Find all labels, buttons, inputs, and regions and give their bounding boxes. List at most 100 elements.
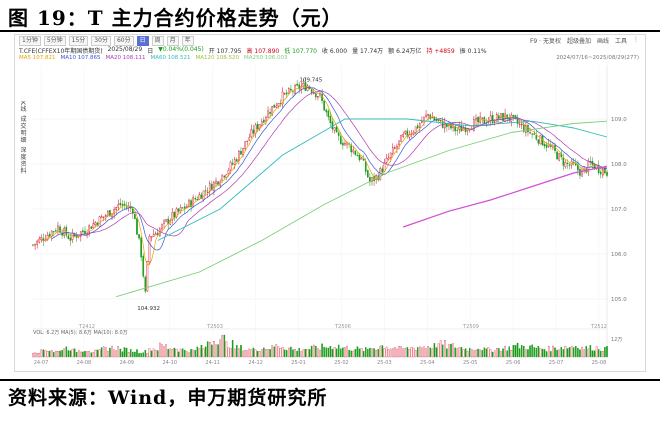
volume-bar: [595, 346, 598, 358]
period-tab-5[interactable]: 日: [136, 36, 149, 46]
volume-bar: [225, 341, 228, 358]
period-tab-4[interactable]: 60分: [113, 36, 134, 46]
volume-bar: [215, 344, 217, 358]
volume-bar: [446, 348, 448, 358]
period-tab-0[interactable]: 1分钟: [19, 36, 41, 46]
ma250-line: [403, 165, 608, 228]
volume-bar: [148, 348, 151, 358]
candle-body: [281, 91, 284, 105]
volume-bar: [229, 348, 232, 358]
volume-bar: [506, 350, 508, 358]
period-tab-8[interactable]: 年: [181, 36, 194, 46]
candle-body: [327, 110, 330, 118]
candle-body: [213, 182, 215, 191]
candle-body: [402, 133, 405, 137]
volume-bar: [352, 350, 355, 358]
volume-bar: [42, 349, 45, 358]
x-tick-label: 25-04: [420, 360, 435, 366]
candle-body: [425, 114, 427, 117]
toolbar-item-1[interactable]: 超级叠加: [566, 38, 591, 45]
volume-bar: [487, 347, 490, 358]
volume-bar: [32, 353, 34, 358]
volume-bar: [150, 350, 153, 358]
volume-bar: [450, 343, 452, 358]
candle-body: [290, 88, 292, 91]
x-tick-label: 24-11: [205, 360, 220, 366]
candle-body: [379, 168, 382, 180]
period-tab-7[interactable]: 月: [166, 36, 179, 46]
volume-bar: [57, 351, 59, 358]
candle-body: [287, 88, 290, 94]
volume-bar: [159, 342, 161, 358]
volume-bar: [496, 348, 498, 358]
candle-body: [113, 209, 115, 215]
volume-bar: [344, 347, 346, 358]
volume-bar: [458, 347, 461, 358]
candle-body: [173, 211, 176, 218]
candle-body: [543, 144, 546, 147]
candle-body: [221, 174, 224, 181]
x-tick-label: 25-05: [463, 360, 478, 366]
candle-body: [364, 161, 367, 172]
volume-bar: [402, 348, 404, 358]
side-labels[interactable]: K线 成交明细 深度资料: [19, 101, 26, 175]
candle-body: [119, 202, 122, 206]
candle-body: [223, 175, 226, 178]
candle-body: [269, 112, 271, 114]
volume-bar: [281, 347, 284, 358]
candle-body: [252, 129, 255, 134]
candle-body: [475, 117, 477, 121]
volume-bar: [498, 348, 500, 358]
period-tab-3[interactable]: 30分: [91, 36, 111, 46]
volume-bar: [568, 347, 571, 358]
candle-body: [279, 103, 282, 105]
x-tick-label: 25-06: [506, 360, 521, 366]
annotation-label: 104.932: [137, 306, 160, 312]
volume-bar: [462, 349, 465, 358]
volume-bar: [233, 348, 236, 358]
candle-body: [325, 109, 328, 113]
volume-bar: [134, 351, 136, 358]
toolbar-item-3[interactable]: 工具: [614, 38, 627, 45]
volume-bar: [323, 346, 325, 358]
volume-bar: [367, 348, 369, 358]
volume-bar: [425, 348, 427, 358]
candle-body: [179, 207, 182, 211]
volume-bar: [593, 350, 596, 358]
symbol-turnover: 额 6.24万亿: [388, 48, 422, 55]
candle-body: [367, 170, 369, 178]
volume-bar: [587, 348, 590, 358]
date-range: 2024/07/16~2025/08/29(277): [556, 55, 639, 61]
volume-bar: [512, 345, 515, 358]
volume-bar: [61, 350, 63, 358]
candle-body: [302, 82, 305, 86]
candle-body: [537, 139, 540, 144]
toolbar-item-0[interactable]: F9 · 无复权: [529, 38, 561, 45]
period-tab-2[interactable]: 15分: [68, 36, 89, 46]
volume-bar: [508, 346, 511, 358]
candle-body: [495, 114, 498, 123]
volume-bar: [98, 349, 101, 358]
volume-bar: [362, 351, 365, 358]
volume-bar: [192, 349, 194, 358]
volume-bar: [606, 346, 608, 358]
candle-body: [587, 161, 590, 173]
volume-bar: [125, 347, 128, 358]
candle-body: [186, 205, 188, 208]
volume-bar: [254, 349, 257, 358]
volume-bar: [86, 351, 88, 358]
toolbar-item-4[interactable]: ⋮: [633, 36, 639, 43]
candle-body: [602, 169, 604, 176]
period-tab-1[interactable]: 5分钟: [43, 36, 66, 46]
candle-body: [335, 126, 338, 133]
symbol-ratio: 振 0.11%: [459, 48, 487, 55]
volume-bar: [416, 347, 419, 358]
volume-bar: [340, 348, 342, 358]
candle-body: [146, 261, 149, 292]
period-tab-6[interactable]: 周: [151, 36, 164, 46]
toolbar-right: F9 · 无复权 超级叠加 画线 工具 ⋮: [530, 36, 639, 45]
volume-bar: [194, 349, 196, 358]
candle-body: [177, 208, 180, 212]
toolbar-item-2[interactable]: 画线: [596, 38, 609, 45]
volume-bar: [65, 346, 68, 358]
